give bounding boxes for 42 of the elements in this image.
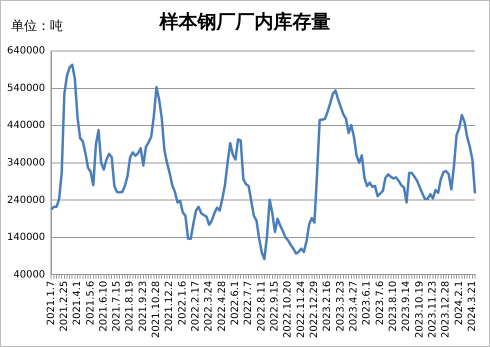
x-tick-label: 2024.2.1 (454, 280, 465, 326)
x-tick-label: 2021.6.10 (98, 280, 110, 332)
x-tick-label: 2023.8.10 (388, 280, 399, 332)
x-tick-label: 2023.12.28 (440, 280, 452, 338)
x-tick-label: 2023.7.6 (374, 280, 386, 326)
x-tick-label: 2023.9.14 (401, 280, 412, 332)
x-tick-label: 2022.10.20 (282, 280, 294, 338)
x-tick-label: 2021.10.28 (151, 280, 162, 338)
x-tick-label: 2023.4.27 (348, 280, 360, 332)
y-tick-label: 240000 (6, 194, 46, 206)
chart-title: 样本钢厂厂内库存量 (160, 11, 330, 33)
y-tick-label: 140000 (6, 232, 46, 244)
x-tick-label: 2022.8.11 (256, 280, 268, 332)
y-tick-label: 640000 (6, 46, 46, 57)
y-tick-label: 440000 (6, 120, 46, 132)
x-tick-label: 2022.2.17 (190, 280, 202, 332)
x-tick-label: 2021.2.25 (58, 280, 70, 332)
x-tick-label: 2023.10.19 (414, 280, 426, 338)
x-tick-label: 2021.1.7 (46, 280, 57, 326)
x-tick-label: 2021.7.15 (112, 280, 123, 332)
y-tick-label: 540000 (6, 82, 46, 94)
x-tick-label: 2021.9.23 (138, 280, 149, 332)
y-tick-label: 340000 (6, 157, 46, 168)
x-tick-label: 2022.12.29 (309, 280, 320, 338)
x-tick-label: 2024.3.21 (466, 280, 478, 332)
y-tick-label: 40000 (13, 269, 46, 280)
x-tick-label: 2022.7.7 (243, 280, 254, 326)
x-tick-label: 2022.9.15 (270, 280, 281, 332)
x-tick-label: 2023.6.1 (362, 280, 373, 326)
x-tick-label: 2021.4.1 (72, 280, 84, 326)
x-tick-label: 2022.4.28 (216, 280, 228, 332)
x-tick-label: 2022.11.24 (296, 280, 307, 338)
x-tick-label: 2022.6.1 (230, 280, 242, 326)
x-tick-label: 2023.2.16 (322, 280, 334, 332)
x-tick-label: 2021.8.19 (124, 280, 136, 332)
x-tick-label: 2021.5.6 (85, 280, 96, 326)
x-tick-label: 2022.3.24 (204, 280, 215, 332)
x-tick-label: 2023.3.23 (335, 280, 346, 332)
x-tick-label: 2022.1.6 (177, 280, 188, 326)
text: 单位：吨 (11, 18, 63, 35)
x-tick-label: 2021.12.2 (164, 280, 176, 332)
x-tick-label: 2023.11.23 (427, 280, 438, 338)
